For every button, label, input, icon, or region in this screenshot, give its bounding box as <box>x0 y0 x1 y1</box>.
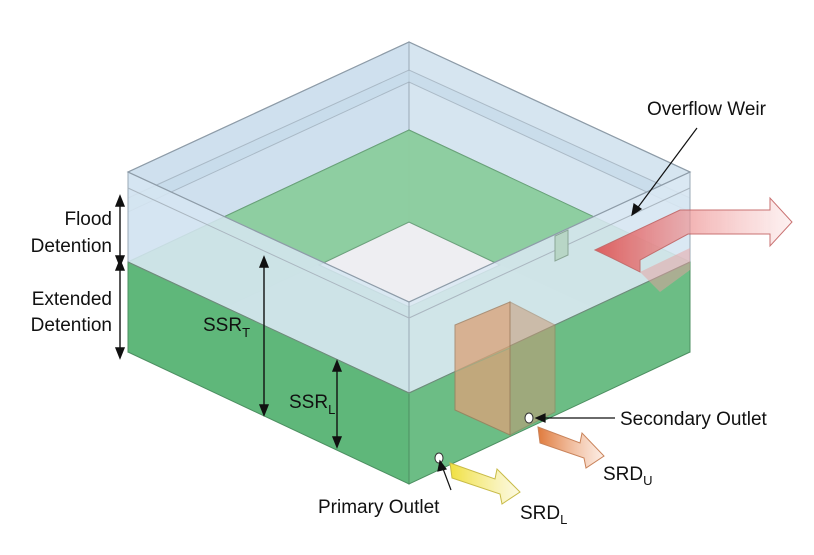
srd-l-main: SRD <box>520 503 560 524</box>
ssr-t-main: SSR <box>203 315 242 336</box>
secondary-outlet-opening <box>524 412 534 424</box>
ssr-l-label: SSRL <box>289 392 335 417</box>
ssr-l-main: SSR <box>289 392 328 413</box>
top-rim <box>126 41 692 303</box>
srd-u-subscript: U <box>643 473 652 488</box>
srd-l-subscript: L <box>560 512 567 527</box>
extended-detention-label-line2: Detention <box>31 315 112 336</box>
riser-right-face <box>509 301 556 436</box>
flood-detention-dimension <box>114 194 126 268</box>
ssr-l-dimension <box>331 359 343 449</box>
primary-outlet-opening <box>434 452 444 464</box>
weir-notch <box>554 229 569 262</box>
leader-lines <box>437 127 698 491</box>
overflow-weir-arrow <box>593 196 793 292</box>
ssr-t-subscript: T <box>242 325 250 340</box>
ssr-l-subscript: L <box>328 402 335 417</box>
extended-detention-dimension <box>114 258 126 360</box>
primary-outlet-label: Primary Outlet <box>318 497 440 518</box>
srd-u-label: SRDU <box>603 464 653 488</box>
overflow-weir-label: Overflow Weir <box>647 99 767 120</box>
secondary-outlet-label: Secondary Outlet <box>620 409 768 430</box>
flood-detention-label-line2: Detention <box>31 236 112 257</box>
ssr-t-label: SSRT <box>203 315 250 340</box>
secondary-outlet-arrow <box>537 426 605 469</box>
extended-detention-label-line1: Extended <box>32 289 112 310</box>
srd-l-label: SRDL <box>520 503 567 527</box>
flood-detention-label-line1: Flood <box>64 209 112 230</box>
srd-u-main: SRD <box>603 464 643 485</box>
primary-outlet-arrow <box>449 462 521 505</box>
ssr-t-dimension <box>258 255 270 417</box>
